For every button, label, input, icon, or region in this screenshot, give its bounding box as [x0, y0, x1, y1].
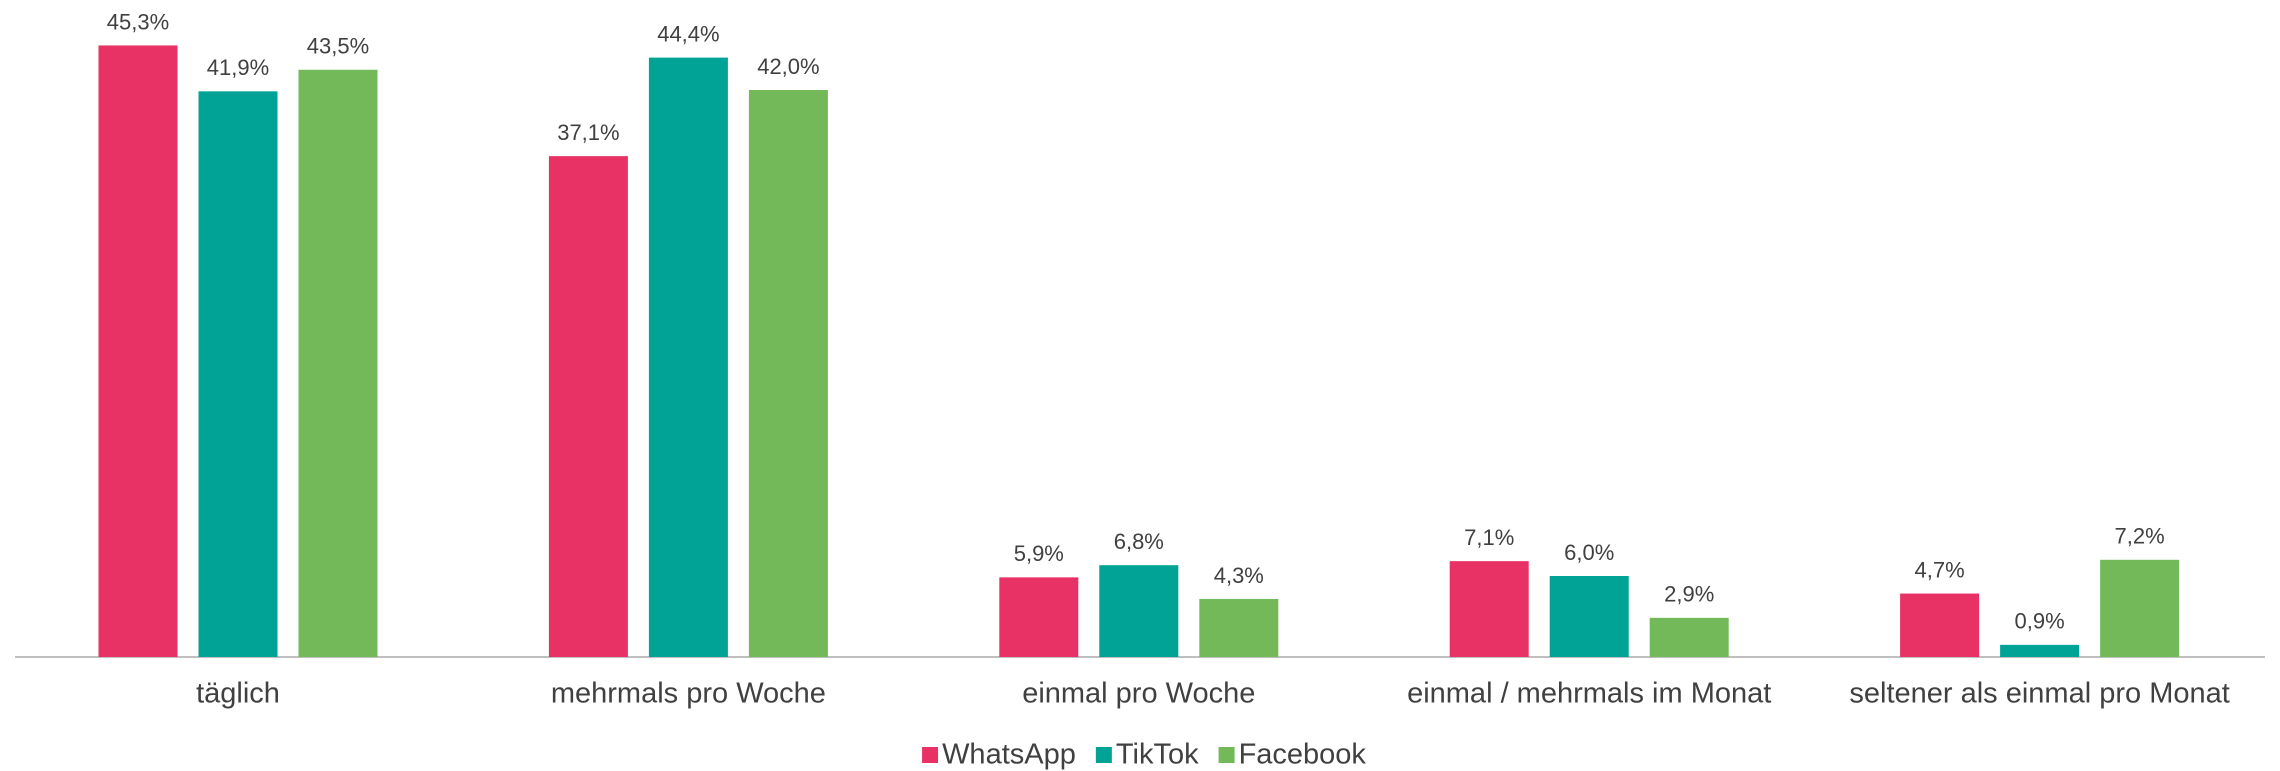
bar — [98, 45, 178, 657]
data-label: 5,9% — [1014, 541, 1064, 566]
bar — [298, 69, 378, 657]
bar — [1099, 565, 1179, 657]
data-label: 7,1% — [1464, 525, 1514, 550]
bar — [2100, 559, 2180, 657]
x-tick-label: seltener als einmal pro Monat — [1849, 678, 2229, 710]
bar — [1900, 593, 1980, 657]
legend-label: TikTok — [1116, 739, 1199, 771]
legend-label: Facebook — [1239, 739, 1367, 771]
data-label: 42,0% — [757, 54, 819, 79]
data-label: 0,9% — [2015, 609, 2065, 634]
legend-swatch — [922, 747, 939, 763]
x-tick-label: einmal pro Woche — [1022, 678, 1255, 710]
legend-swatch — [1095, 747, 1112, 763]
data-label: 6,0% — [1564, 540, 1614, 565]
x-tick-label: täglich — [196, 678, 280, 710]
bar — [548, 156, 628, 657]
legend-swatch — [1218, 747, 1235, 763]
x-tick-label: einmal / mehrmals im Monat — [1407, 678, 1771, 710]
bar — [648, 57, 728, 658]
bar — [1449, 561, 1529, 657]
data-label: 2,9% — [1664, 582, 1714, 607]
bar — [1199, 598, 1279, 657]
x-tick-label: mehrmals pro Woche — [551, 678, 826, 710]
data-label: 4,7% — [1915, 557, 1965, 582]
bar — [198, 91, 278, 658]
data-label: 44,4% — [657, 21, 719, 46]
data-label: 6,8% — [1114, 529, 1164, 554]
bar — [748, 90, 828, 657]
legend-label: WhatsApp — [942, 739, 1076, 771]
data-label: 4,3% — [1214, 563, 1264, 588]
bar — [999, 577, 1079, 657]
bar — [2000, 644, 2080, 657]
data-label: 43,5% — [307, 34, 369, 59]
bar — [1649, 617, 1729, 657]
data-label: 37,1% — [557, 120, 619, 145]
data-label: 7,2% — [2115, 524, 2165, 549]
data-label: 45,3% — [107, 9, 169, 34]
bar — [1549, 576, 1629, 657]
data-label: 41,9% — [207, 55, 269, 80]
